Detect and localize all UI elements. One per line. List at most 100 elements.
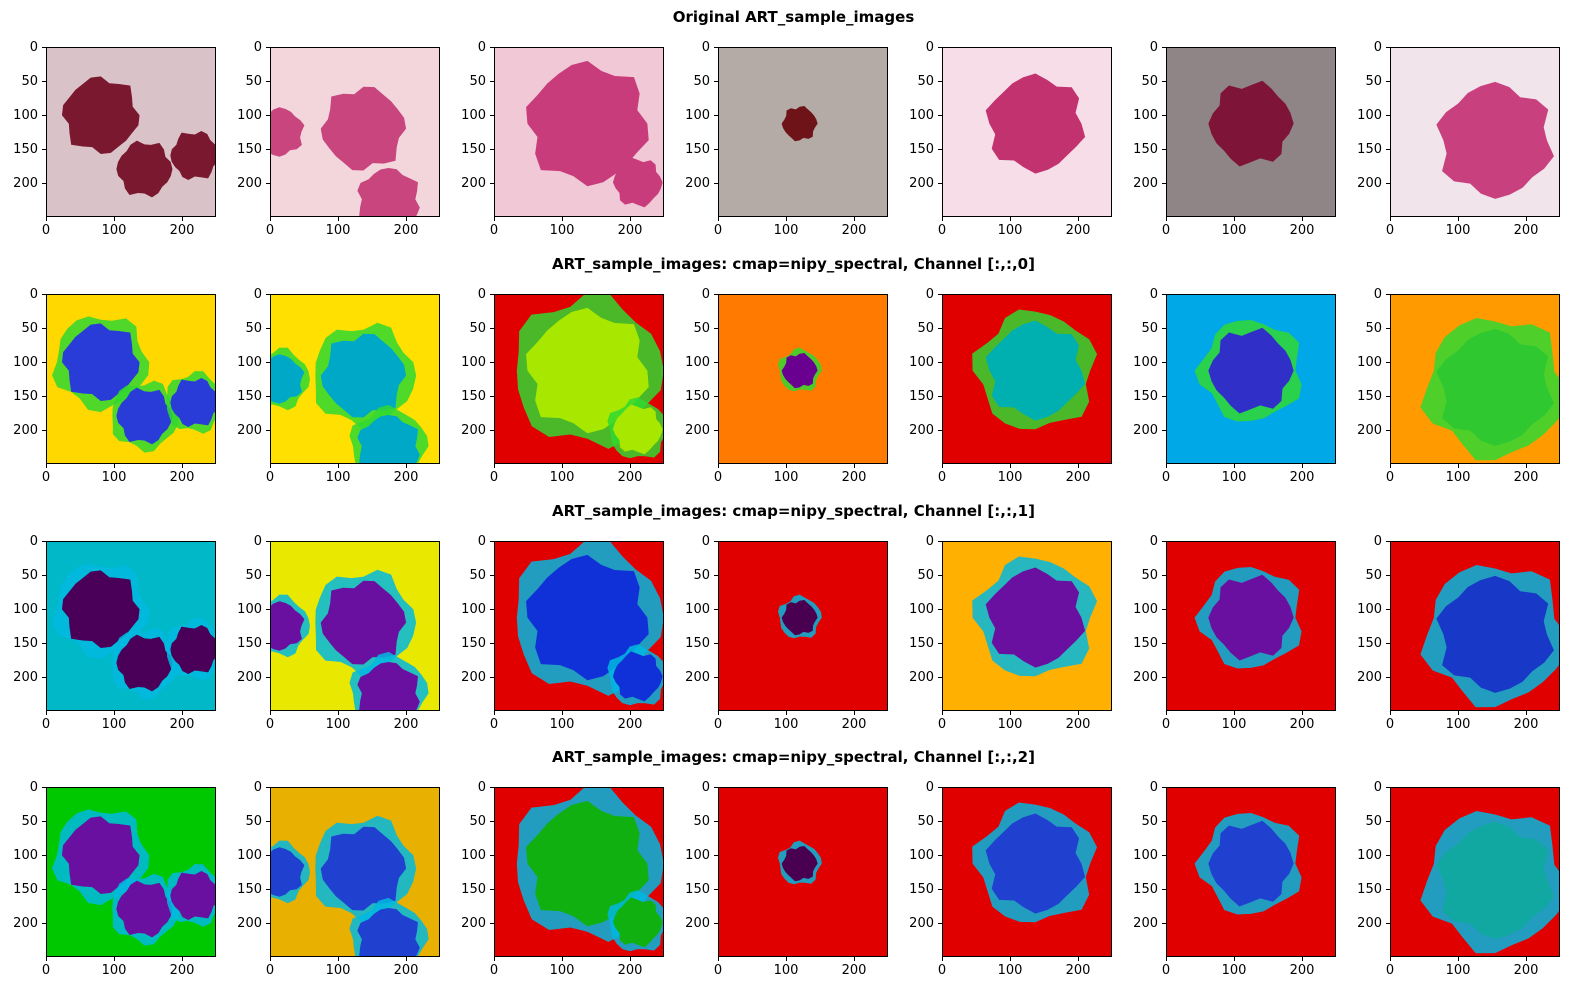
y-tick-label: 0	[477, 287, 486, 302]
y-tick-mark	[42, 643, 46, 644]
x-tick-label: 100	[325, 963, 351, 978]
y-tick-label: 50	[469, 321, 486, 336]
y-tick-mark	[714, 575, 718, 576]
cell-region	[61, 816, 140, 895]
x-tick-label: 100	[1445, 470, 1471, 485]
cell-region	[612, 897, 663, 948]
y-tick-mark	[1386, 787, 1390, 788]
x-tick-mark	[1390, 957, 1391, 961]
y-tick-label: 200	[1133, 670, 1158, 685]
x-tick-mark	[1526, 711, 1527, 715]
cell-region	[985, 813, 1086, 914]
y-tick-mark	[1162, 575, 1166, 576]
y-tick-label: 0	[1149, 287, 1158, 302]
y-tick-label: 0	[253, 780, 262, 795]
x-tick-mark	[1526, 957, 1527, 961]
y-tick-mark	[42, 47, 46, 48]
x-tick-label: 0	[41, 470, 51, 485]
row-title: ART_sample_images: cmap=nipy_spectral, C…	[552, 748, 1035, 766]
y-tick-label: 0	[701, 780, 710, 795]
y-tick-mark	[490, 855, 494, 856]
y-tick-label: 150	[461, 882, 486, 897]
y-tick-mark	[266, 183, 270, 184]
y-tick-mark	[490, 115, 494, 116]
y-tick-label: 50	[469, 74, 486, 89]
y-tick-mark	[1386, 541, 1390, 542]
image-content	[495, 788, 663, 956]
cell-region	[526, 800, 649, 927]
y-tick-mark	[714, 923, 718, 924]
y-tick-mark	[1386, 47, 1390, 48]
y-tick-label: 50	[1141, 814, 1158, 829]
x-tick-label: 200	[1513, 223, 1539, 238]
x-tick-mark	[1078, 957, 1079, 961]
y-tick-label: 50	[917, 568, 934, 583]
x-tick-label: 100	[1445, 223, 1471, 238]
y-tick-mark	[714, 787, 718, 788]
x-tick-mark	[786, 957, 787, 961]
y-tick-mark	[1162, 47, 1166, 48]
y-tick-label: 200	[237, 423, 262, 438]
y-tick-mark	[266, 362, 270, 363]
y-tick-label: 200	[461, 423, 486, 438]
image-panel	[270, 47, 440, 217]
x-tick-mark	[406, 464, 407, 468]
x-tick-label: 200	[841, 470, 867, 485]
y-tick-mark	[266, 609, 270, 610]
y-tick-label: 0	[925, 534, 934, 549]
y-tick-mark	[42, 430, 46, 431]
y-tick-label: 200	[461, 176, 486, 191]
x-tick-mark	[338, 217, 339, 221]
y-tick-label: 200	[909, 916, 934, 931]
y-tick-mark	[938, 541, 942, 542]
y-tick-mark	[266, 677, 270, 678]
x-tick-mark	[182, 217, 183, 221]
y-tick-mark	[266, 541, 270, 542]
y-tick-mark	[714, 855, 718, 856]
x-tick-label: 200	[1289, 470, 1315, 485]
y-tick-label: 150	[461, 142, 486, 157]
y-tick-label: 200	[461, 916, 486, 931]
x-tick-mark	[1390, 711, 1391, 715]
x-tick-label: 100	[773, 717, 799, 732]
y-tick-mark	[42, 81, 46, 82]
cell-region	[61, 323, 140, 402]
image-panel	[1390, 787, 1560, 957]
y-tick-label: 50	[1365, 814, 1382, 829]
y-tick-mark	[938, 47, 942, 48]
x-tick-label: 200	[1065, 223, 1091, 238]
x-tick-label: 0	[489, 963, 499, 978]
y-tick-mark	[42, 609, 46, 610]
cell-region	[985, 73, 1086, 174]
y-tick-mark	[266, 643, 270, 644]
y-tick-mark	[714, 81, 718, 82]
x-tick-label: 100	[325, 470, 351, 485]
y-tick-label: 200	[13, 916, 38, 931]
y-tick-mark	[1162, 396, 1166, 397]
x-tick-mark	[1010, 957, 1011, 961]
x-tick-mark	[494, 711, 495, 715]
y-tick-mark	[42, 541, 46, 542]
x-tick-label: 100	[773, 223, 799, 238]
cell-region	[61, 570, 140, 649]
x-tick-mark	[1010, 464, 1011, 468]
x-tick-mark	[1010, 711, 1011, 715]
x-tick-label: 0	[1385, 223, 1395, 238]
x-tick-mark	[854, 217, 855, 221]
x-tick-label: 0	[265, 717, 275, 732]
x-tick-mark	[182, 464, 183, 468]
y-tick-label: 150	[1133, 389, 1158, 404]
y-tick-mark	[1386, 396, 1390, 397]
y-tick-label: 50	[245, 568, 262, 583]
cell-region	[526, 307, 649, 434]
x-tick-mark	[786, 464, 787, 468]
cell-region	[320, 826, 407, 911]
x-tick-mark	[270, 957, 271, 961]
cell-region	[320, 86, 407, 171]
x-tick-mark	[406, 217, 407, 221]
y-tick-label: 200	[909, 176, 934, 191]
y-tick-label: 0	[1373, 534, 1382, 549]
image-panel	[494, 541, 664, 711]
x-tick-mark	[630, 217, 631, 221]
x-tick-label: 0	[489, 223, 499, 238]
